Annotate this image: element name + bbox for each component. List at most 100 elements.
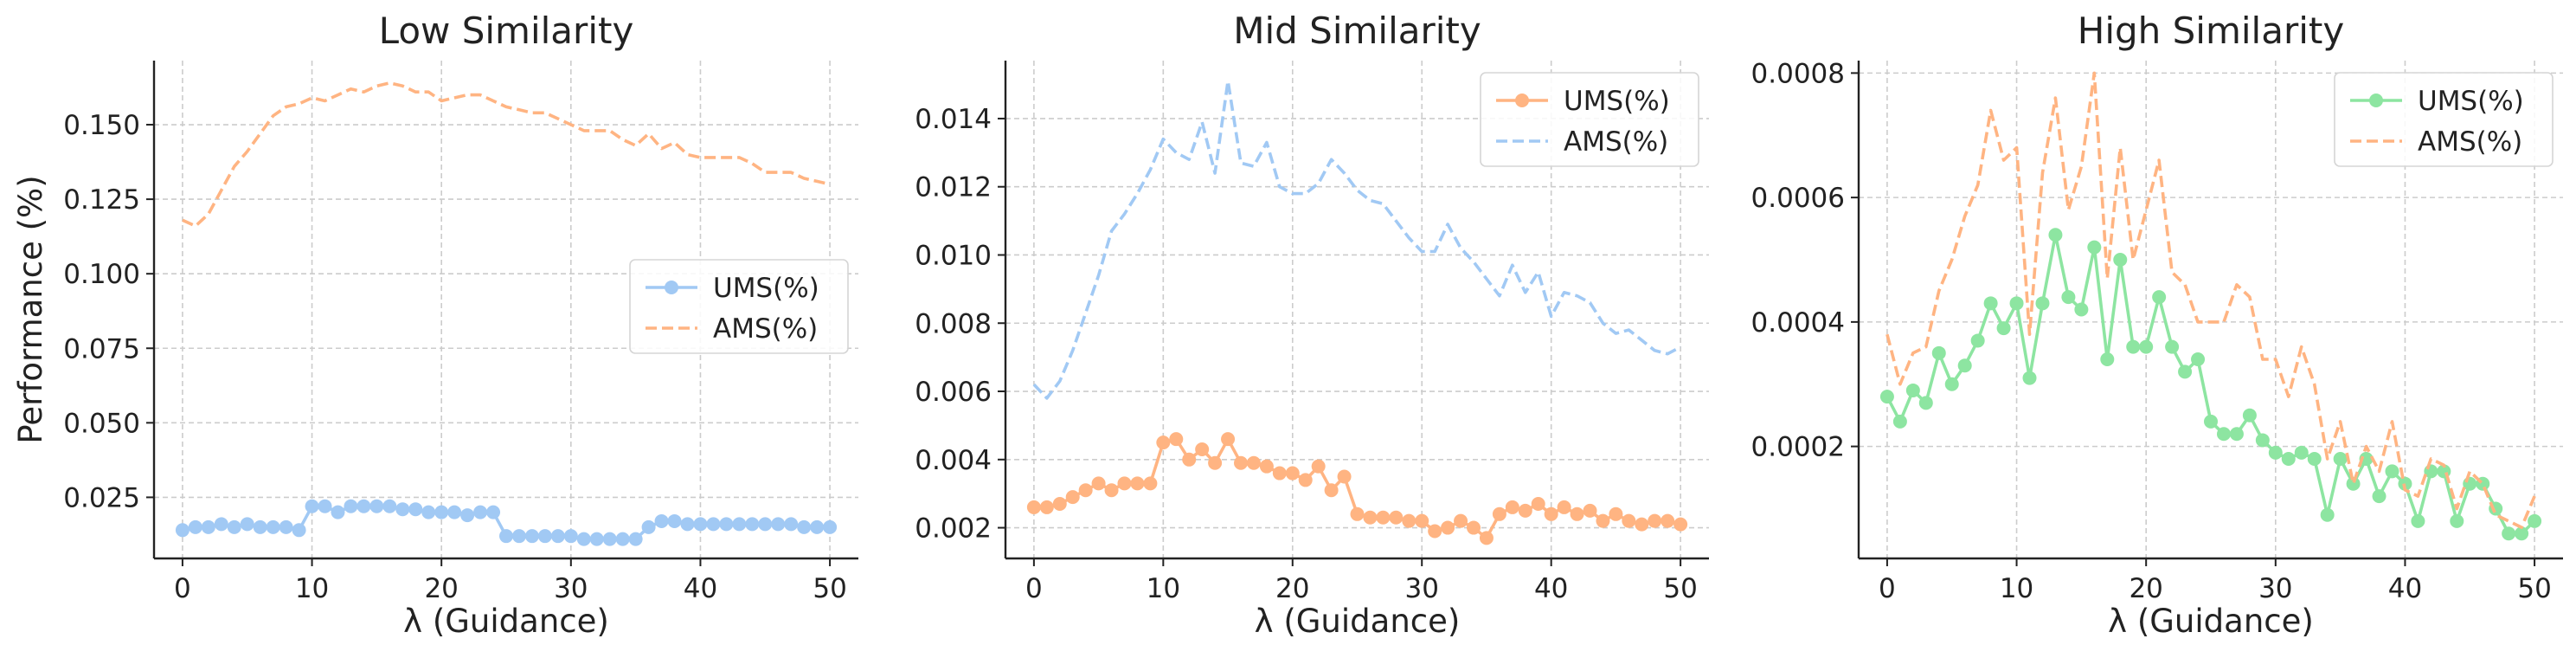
data-point: [537, 529, 552, 544]
data-point: [1130, 476, 1145, 491]
data-point: [395, 502, 410, 517]
data-point: [524, 529, 539, 544]
data-point: [550, 529, 565, 544]
x-tick-label: 20: [2129, 573, 2162, 604]
data-point: [1195, 442, 1210, 456]
data-point: [1492, 506, 1506, 521]
series-line: [1885, 233, 2536, 536]
x-axis-label: λ (Guidance): [2108, 603, 2314, 640]
data-point: [1221, 432, 1236, 447]
y-tick-label: 0.0006: [1751, 183, 1845, 214]
data-point: [2216, 427, 2231, 442]
data-point: [1363, 510, 1378, 525]
data-point: [1415, 513, 1429, 528]
data-point: [279, 519, 293, 534]
y-tick-label: 0.075: [63, 333, 140, 364]
data-point: [2009, 296, 2024, 311]
x-tick-label: 10: [295, 573, 329, 604]
data-point: [1957, 358, 1972, 373]
data-point: [771, 517, 786, 532]
x-tick-label: 0: [1025, 573, 1043, 604]
data-point: [628, 532, 643, 546]
x-tick-label: 40: [684, 573, 717, 604]
data-point: [589, 532, 604, 546]
data-point: [1531, 496, 1545, 511]
data-point: [1272, 466, 1287, 481]
data-point: [654, 513, 669, 528]
series-line: [1032, 79, 1681, 400]
series-ams: [1032, 79, 1681, 400]
data-point: [2515, 526, 2529, 541]
data-point: [2204, 414, 2218, 429]
data-point: [2268, 445, 2283, 460]
data-point: [2372, 489, 2386, 504]
data-point: [460, 508, 475, 523]
legend-label: UMS(%): [1564, 86, 1670, 117]
chart-title: High Similarity: [2078, 10, 2344, 52]
data-point: [447, 505, 462, 519]
legend-marker: [2369, 94, 2383, 107]
legend-label: UMS(%): [713, 273, 819, 304]
data-point: [2061, 290, 2076, 305]
data-point: [1428, 524, 1442, 539]
x-tick-label: 20: [424, 573, 458, 604]
data-point: [602, 532, 617, 546]
legend-marker: [1515, 94, 1529, 107]
data-point: [175, 523, 190, 538]
y-tick-label: 0.0002: [1751, 432, 1845, 463]
data-point: [1454, 513, 1468, 528]
data-point: [667, 513, 682, 528]
y-tick-label: 0.002: [915, 513, 992, 545]
x-tick-label: 0: [1879, 573, 1896, 604]
data-point: [1583, 503, 1597, 518]
data-point: [1039, 500, 1054, 514]
data-point: [1350, 506, 1365, 521]
series-ams: [182, 81, 831, 228]
legend: UMS(%) AMS(%): [2334, 72, 2554, 167]
data-point: [1104, 483, 1119, 498]
data-point: [421, 505, 436, 519]
legend-label: AMS(%): [2418, 126, 2522, 158]
data-point: [745, 517, 760, 532]
data-point: [499, 529, 513, 544]
y-tick-label: 0.150: [63, 110, 140, 141]
data-point: [1905, 383, 1920, 397]
data-point: [1648, 513, 1662, 528]
data-point: [1918, 396, 1933, 410]
y-tick-label: 0.050: [63, 408, 140, 439]
chart-title: Low Similarity: [379, 10, 634, 52]
data-point: [408, 502, 423, 517]
data-point: [1246, 455, 1261, 470]
data-point: [486, 505, 501, 519]
data-point: [1026, 500, 1041, 514]
data-point: [1233, 455, 1248, 470]
data-point: [1078, 483, 1093, 498]
data-point: [1143, 476, 1158, 491]
data-point: [758, 517, 773, 532]
legend-label: AMS(%): [713, 313, 818, 345]
data-point: [615, 532, 630, 546]
data-point: [823, 519, 838, 534]
panel-high: 0 10 20 30 40 50 0.0002 0.0004 0.0006 0.0008 High …: [1751, 10, 2563, 640]
data-point: [1479, 531, 1494, 545]
data-point: [2320, 507, 2335, 522]
y-tick-label: 0.008: [915, 308, 992, 339]
x-tick-label: 50: [1663, 573, 1697, 604]
data-point: [2450, 513, 2464, 528]
data-point: [2074, 302, 2089, 317]
data-point: [1635, 517, 1649, 532]
data-point: [2333, 452, 2348, 466]
data-point: [240, 517, 254, 532]
data-point: [2346, 476, 2361, 491]
x-tick-label: 10: [1147, 573, 1180, 604]
data-point: [1182, 452, 1197, 467]
data-point: [357, 499, 371, 513]
panel-mid: 0 10 20 30 40 50 0.002 0.004 0.006 0.008 0.010 0.01…: [915, 10, 1709, 640]
data-point: [1596, 513, 1610, 528]
data-point: [2528, 513, 2542, 528]
chart-title: Mid Similarity: [1233, 10, 1481, 52]
data-point: [1376, 510, 1391, 525]
data-point: [201, 519, 215, 534]
data-point: [2126, 339, 2141, 354]
data-point: [2359, 452, 2374, 466]
